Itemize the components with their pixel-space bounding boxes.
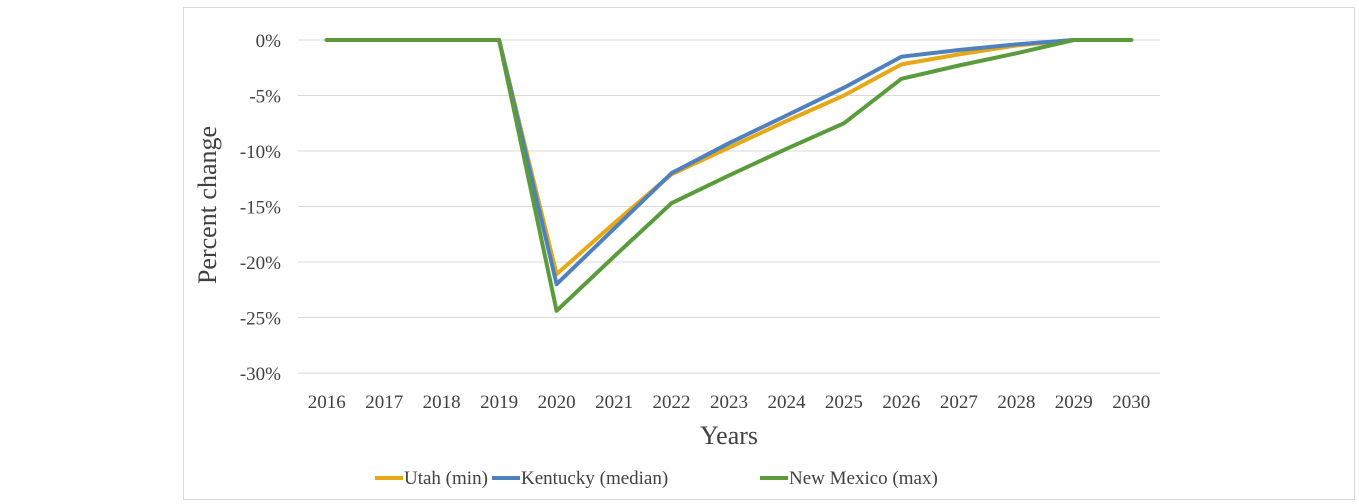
x-tick-labels: 2016 2017 2018 2019 2020 2021 2022 2023 2024 2025… [308,392,1151,413]
y-tick-label: -15% [240,198,281,219]
chart-frame [183,7,1355,500]
x-tick-label: 2020 [538,392,576,413]
x-tick-label: 2023 [710,392,748,413]
legend-label: Utah (min) [404,468,488,489]
legend: Utah (min) Kentucky (median) New Mexico (m… [375,468,938,489]
x-tick-label: 2027 [940,392,978,413]
legend-label: Kentucky (median) [521,468,668,489]
series-line-2 [324,38,1134,313]
x-tick-label: 2026 [882,392,920,413]
x-axis-title: Years [700,421,758,450]
x-tick-label: 2017 [365,392,403,413]
series-line-0 [324,38,1134,277]
series-lines [324,38,1134,313]
y-tick-label: 0% [256,31,282,52]
y-axis-title: Percent change [193,126,222,284]
x-tick-label: 2029 [1055,392,1093,413]
x-tick-label: 2019 [480,392,518,413]
x-tick-label: 2025 [825,392,863,413]
legend-label: New Mexico (max) [789,468,938,489]
y-tick-label: -5% [249,87,281,108]
x-tick-label: 2030 [1112,392,1150,413]
x-tick-label: 2022 [653,392,691,413]
series-line-1 [324,38,1134,287]
y-tick-label: -10% [240,142,281,163]
y-tick-labels: 0% -5% -10% -15% -20% -25% -30% [240,31,281,385]
x-tick-label: 2028 [997,392,1035,413]
x-tick-label: 2024 [767,392,806,413]
y-tick-label: -25% [240,309,281,330]
y-tick-label: -30% [240,364,281,385]
gridlines [298,39,1160,374]
x-tick-label: 2021 [595,392,633,413]
x-tick-label: 2016 [308,392,346,413]
x-tick-label: 2018 [423,392,461,413]
y-tick-label: -20% [240,253,281,274]
